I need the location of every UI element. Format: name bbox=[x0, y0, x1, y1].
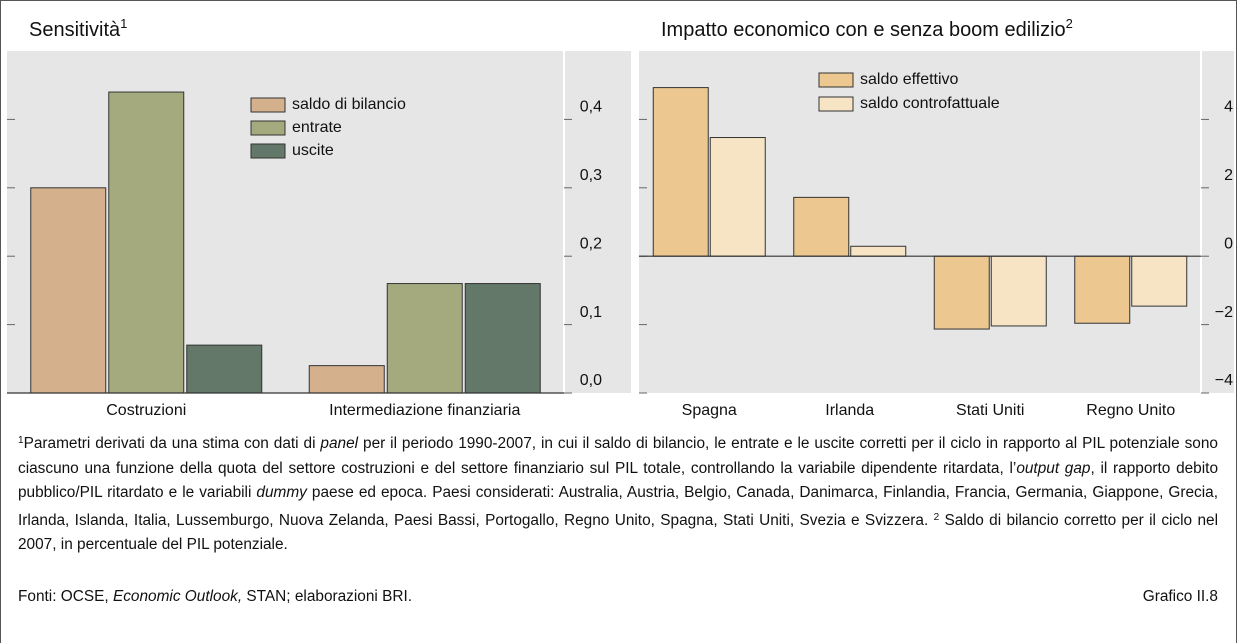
chart-title: Sensitività1 bbox=[29, 16, 127, 41]
x-tick-label: Costruzioni bbox=[106, 402, 186, 419]
title-note: 2 bbox=[1066, 16, 1073, 31]
y-tick-label: 0 bbox=[1224, 235, 1233, 252]
legend-swatch bbox=[818, 72, 854, 88]
text-run: paese ed epoca. Paesi considerati: Austr… bbox=[18, 484, 1218, 529]
legend-label: entrate bbox=[292, 119, 342, 136]
text-run: STAN; elaborazioni BRI. bbox=[242, 588, 413, 605]
bar bbox=[933, 255, 990, 330]
bar bbox=[793, 196, 850, 257]
bar bbox=[308, 365, 385, 394]
text-run: Economic Outlook, bbox=[112, 588, 243, 605]
chart-title: Impatto economico con e senza boom edili… bbox=[661, 16, 1073, 41]
title-text: Impatto economico con e senza boom edili… bbox=[661, 19, 1066, 41]
title-note: 1 bbox=[120, 16, 127, 31]
bar bbox=[186, 344, 263, 394]
y-tick-label: 0,4 bbox=[580, 99, 602, 116]
bar bbox=[709, 137, 766, 257]
x-tick-label: Regno Unito bbox=[1086, 402, 1175, 419]
y-tick-label: 2 bbox=[1224, 167, 1233, 184]
bar bbox=[1074, 255, 1131, 324]
bar bbox=[464, 283, 541, 394]
text-run: Saldo di bilancio corretto per il ciclo … bbox=[18, 511, 1218, 554]
bar bbox=[652, 87, 709, 257]
bar bbox=[30, 187, 107, 394]
y-tick-label: −2 bbox=[1215, 304, 1233, 321]
bar bbox=[850, 245, 907, 257]
charts: Sensitività1 0,0 0,1 0,2 0,3 0,4 Costruzioni In… bbox=[7, 16, 1234, 419]
legend-label: saldo controfattuale bbox=[860, 95, 1000, 112]
text-run: 1 bbox=[18, 435, 24, 446]
y-tick-label: 0,3 bbox=[580, 167, 602, 184]
y-tick-label: 4 bbox=[1224, 99, 1233, 116]
text-run: output gap bbox=[1016, 459, 1091, 477]
title-text: Sensitività bbox=[29, 19, 121, 41]
legend-label: saldo di bilancio bbox=[292, 96, 406, 113]
x-tick-label: Stati Uniti bbox=[956, 402, 1024, 419]
text-run: Fonti: OCSE, bbox=[18, 588, 113, 605]
bar bbox=[386, 283, 463, 394]
legend-swatch bbox=[818, 96, 854, 112]
legend-label: saldo effettivo bbox=[860, 71, 959, 88]
legend-swatch bbox=[250, 97, 286, 113]
text-run: panel bbox=[320, 435, 359, 452]
text-run: dummy bbox=[256, 484, 307, 502]
y-tick-label: 0,2 bbox=[580, 235, 602, 252]
text-run: , il rapporto debito pubblico/PIL ritard… bbox=[18, 459, 1219, 502]
legend-label: uscite bbox=[292, 142, 334, 159]
bar bbox=[108, 91, 185, 394]
y-tick-label: 0,1 bbox=[580, 304, 602, 321]
text-run: Parametri derivati da una stima con dati… bbox=[23, 435, 321, 452]
footnotes: 1Parametri derivati da una stima con dat… bbox=[18, 429, 1218, 558]
footer: Fonti: OCSE, Economic Outlook, STAN; ela… bbox=[18, 588, 1218, 606]
y-tick-label: −4 bbox=[1215, 372, 1233, 389]
legend-swatch bbox=[250, 120, 286, 136]
x-tick-label: Intermediazione finanziaria bbox=[329, 402, 520, 419]
x-tick-label: Irlanda bbox=[825, 402, 874, 419]
legend-swatch bbox=[250, 143, 286, 159]
bar bbox=[990, 255, 1047, 327]
bar bbox=[1131, 255, 1188, 307]
text-run: 2 bbox=[933, 511, 940, 523]
source: Fonti: OCSE, Economic Outlook, STAN; ela… bbox=[18, 588, 412, 606]
chart-id: Grafico II.8 bbox=[1142, 588, 1218, 605]
y-tick-label: 0,0 bbox=[580, 372, 602, 389]
text-run: per il periodo 1990-2007, in cui il sald… bbox=[18, 435, 1218, 477]
x-tick-label: Spagna bbox=[682, 402, 737, 419]
